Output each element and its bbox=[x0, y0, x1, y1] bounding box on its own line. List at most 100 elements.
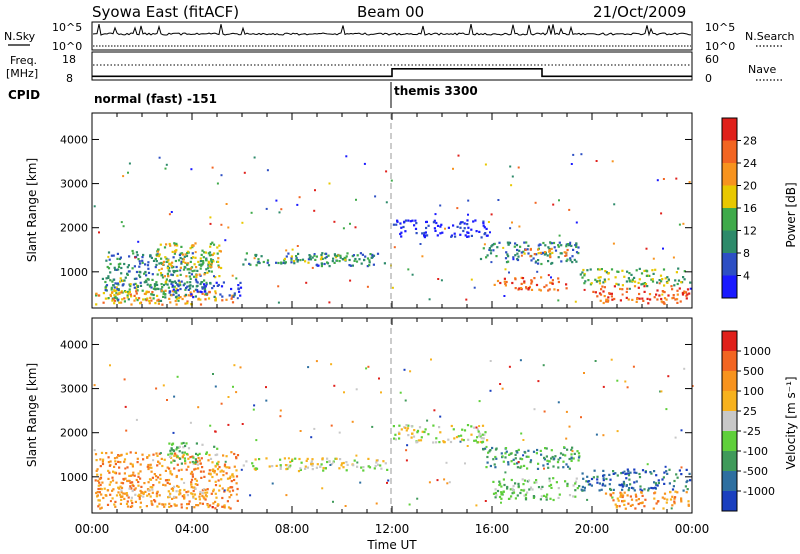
power-cell bbox=[298, 196, 301, 199]
velocity-cell bbox=[375, 502, 378, 505]
power-cell bbox=[525, 241, 528, 244]
velocity-cell bbox=[461, 438, 464, 441]
power-cell bbox=[179, 296, 182, 299]
velocity-cell bbox=[386, 481, 388, 484]
power-cell bbox=[655, 293, 658, 296]
power-cell bbox=[193, 290, 196, 293]
colorbar-tick-label: 24 bbox=[743, 157, 757, 170]
velocity-cell bbox=[206, 491, 209, 494]
power-colorbar-segment bbox=[722, 140, 737, 164]
power-cell bbox=[136, 253, 139, 257]
power-cell bbox=[557, 280, 560, 284]
velocity-cell bbox=[191, 473, 194, 476]
power-cell bbox=[146, 264, 150, 267]
velocity-cell bbox=[209, 457, 213, 460]
power-cell bbox=[296, 245, 299, 247]
power-cell bbox=[135, 290, 138, 293]
velocity-cell bbox=[221, 505, 224, 508]
power-cell bbox=[150, 299, 153, 302]
power-cell bbox=[548, 250, 551, 253]
power-cell bbox=[128, 270, 131, 273]
power-cell bbox=[203, 279, 206, 282]
velocity-cell bbox=[265, 399, 268, 402]
power-cell bbox=[439, 232, 442, 235]
velocity-cell bbox=[210, 492, 213, 495]
velocity-cell bbox=[285, 468, 288, 471]
velocity-cell bbox=[504, 447, 508, 450]
colorbar-tick-label: -25 bbox=[743, 425, 761, 438]
colorbar-tick-label: -100 bbox=[743, 445, 768, 458]
power-cell bbox=[174, 299, 177, 303]
power-cell bbox=[208, 290, 211, 293]
power-cell bbox=[333, 220, 336, 223]
velocity-cell bbox=[620, 492, 623, 495]
velocity-cell bbox=[222, 474, 225, 477]
power-cell bbox=[514, 287, 517, 290]
velocity-cell bbox=[199, 492, 202, 496]
velocity-cell bbox=[446, 482, 449, 485]
power-cell bbox=[105, 277, 108, 280]
power-cell bbox=[128, 288, 131, 291]
velocity-cell bbox=[652, 507, 655, 510]
velocity-cell bbox=[180, 442, 183, 445]
power-cell bbox=[673, 284, 676, 287]
velocity-cell bbox=[107, 469, 110, 472]
velocity-cell bbox=[503, 483, 506, 487]
velocity-cell bbox=[228, 496, 231, 499]
power-cell bbox=[217, 257, 220, 260]
velocity-cell bbox=[671, 504, 674, 507]
power-cell bbox=[121, 291, 124, 294]
power-cell bbox=[495, 255, 498, 258]
velocity-cell bbox=[398, 432, 401, 435]
power-cell bbox=[428, 298, 431, 301]
power-cell bbox=[503, 280, 506, 283]
power-cell bbox=[290, 258, 293, 261]
power-cell bbox=[266, 261, 269, 264]
power-cell bbox=[206, 267, 210, 270]
velocity-cell bbox=[204, 488, 207, 491]
velocity-cell bbox=[133, 488, 136, 491]
velocity-cell bbox=[572, 484, 575, 487]
power-cell bbox=[643, 269, 646, 272]
velocity-cell bbox=[239, 366, 242, 369]
power-cell bbox=[95, 294, 98, 297]
velocity-cell bbox=[299, 467, 302, 470]
velocity-cell bbox=[416, 431, 419, 434]
velocity-cell bbox=[199, 470, 203, 473]
power-cell bbox=[607, 296, 610, 299]
velocity-cell bbox=[176, 455, 179, 458]
velocity-cell bbox=[316, 463, 319, 466]
velocity-cell bbox=[654, 486, 657, 489]
velocity-cell bbox=[93, 384, 96, 387]
power-cell bbox=[174, 259, 177, 263]
power-cell bbox=[237, 284, 240, 287]
velocity-cell bbox=[240, 468, 243, 471]
velocity-cell bbox=[623, 503, 626, 506]
power-cell bbox=[175, 287, 178, 290]
velocity-cell bbox=[252, 408, 255, 411]
velocity-cell bbox=[110, 451, 113, 454]
power-cell bbox=[507, 255, 510, 258]
power-cell bbox=[185, 286, 188, 290]
power-cell bbox=[239, 281, 242, 284]
power-cell bbox=[161, 286, 164, 289]
velocity-cell bbox=[233, 465, 236, 468]
power-cell bbox=[482, 247, 485, 250]
x-tick-label: 00:00 bbox=[75, 522, 110, 536]
velocity-cell bbox=[407, 434, 410, 437]
power-cell bbox=[179, 284, 182, 287]
power-cell bbox=[404, 230, 407, 233]
velocity-cell bbox=[351, 420, 354, 423]
velocity-cell bbox=[514, 457, 517, 460]
power-cell bbox=[662, 178, 665, 180]
velocity-cell bbox=[463, 429, 467, 432]
power-cell bbox=[249, 263, 252, 266]
power-cell bbox=[462, 229, 465, 233]
power-cell bbox=[346, 252, 349, 255]
power-cell bbox=[191, 244, 194, 247]
velocity-cell bbox=[114, 460, 117, 463]
colorbar-tick-label: 25 bbox=[743, 405, 757, 418]
nave-trace bbox=[92, 68, 692, 78]
power-cell bbox=[123, 300, 126, 303]
velocity-cell bbox=[517, 461, 520, 463]
